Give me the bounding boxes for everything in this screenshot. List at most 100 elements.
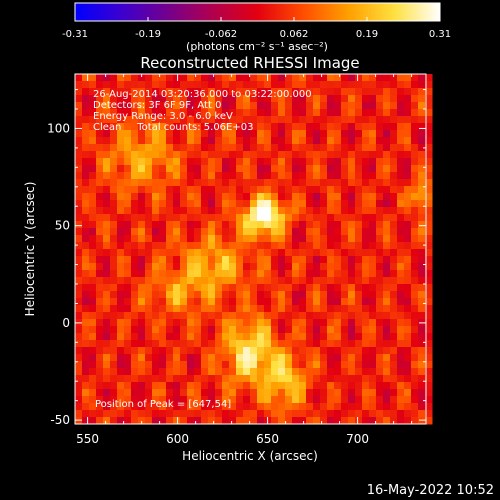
heatmap-cell xyxy=(208,74,216,82)
heatmap-cell xyxy=(257,249,265,257)
heatmap-cell xyxy=(124,249,132,257)
heatmap-cell xyxy=(145,151,153,159)
heatmap-cell xyxy=(306,312,314,320)
heatmap-cell xyxy=(271,172,279,180)
heatmap-cell xyxy=(229,375,237,383)
heatmap-cell xyxy=(376,235,384,243)
heatmap-cell xyxy=(397,116,405,124)
heatmap-cell xyxy=(320,417,328,425)
heatmap-cell xyxy=(341,368,349,376)
heatmap-cell xyxy=(285,277,293,285)
heatmap-cell xyxy=(173,123,181,131)
heatmap-cell xyxy=(89,417,97,425)
heatmap-cell xyxy=(348,221,356,229)
heatmap-cell xyxy=(96,347,104,355)
heatmap-cell xyxy=(208,158,216,166)
heatmap-cell xyxy=(348,242,356,250)
heatmap-cell xyxy=(201,242,209,250)
heatmap-cell xyxy=(89,81,97,89)
heatmap-cell xyxy=(159,326,167,334)
heatmap-cell xyxy=(383,347,391,355)
heatmap-cell xyxy=(145,207,153,215)
heatmap-cell xyxy=(166,396,174,404)
heatmap-cell xyxy=(390,123,398,131)
heatmap-cell xyxy=(131,172,139,180)
heatmap-cell xyxy=(327,74,335,82)
heatmap-cell xyxy=(117,144,125,152)
heatmap-cell xyxy=(152,144,160,152)
heatmap-cell xyxy=(397,109,405,117)
heatmap-cell xyxy=(194,270,202,278)
heatmap-cell xyxy=(124,319,132,327)
heatmap-cell xyxy=(411,235,419,243)
heatmap-cell xyxy=(257,151,265,159)
heatmap-cell xyxy=(201,326,209,334)
heatmap-cell xyxy=(285,361,293,369)
heatmap-cell xyxy=(131,102,139,110)
heatmap-cell xyxy=(418,179,426,187)
heatmap-cell xyxy=(103,88,111,96)
heatmap-cell xyxy=(418,186,426,194)
heatmap-cell xyxy=(166,116,174,124)
heatmap-cell xyxy=(285,249,293,257)
heatmap-cell xyxy=(103,319,111,327)
heatmap-cell xyxy=(383,116,391,124)
heatmap-cell xyxy=(208,81,216,89)
heatmap-cell xyxy=(166,151,174,159)
heatmap-cell xyxy=(299,284,307,292)
heatmap-cell xyxy=(404,130,412,138)
heatmap-cell xyxy=(117,284,125,292)
heatmap-cell xyxy=(145,291,153,299)
heatmap-cell xyxy=(306,221,314,229)
heatmap-cell xyxy=(201,347,209,355)
heatmap-cell xyxy=(313,81,321,89)
heatmap-cell xyxy=(208,172,216,180)
heatmap-cell xyxy=(243,242,251,250)
heatmap-cell xyxy=(75,410,83,418)
heatmap-cell xyxy=(397,81,405,89)
heatmap-cell xyxy=(138,165,146,173)
heatmap-cell xyxy=(334,144,342,152)
heatmap-cell xyxy=(180,403,188,411)
heatmap-cell xyxy=(89,277,97,285)
heatmap-cell xyxy=(215,81,223,89)
heatmap-cell xyxy=(152,382,160,390)
heatmap-cell xyxy=(103,214,111,222)
heatmap-cell xyxy=(299,354,307,362)
heatmap-cell xyxy=(299,326,307,334)
heatmap-cell xyxy=(404,158,412,166)
heatmap-cell xyxy=(117,74,125,82)
heatmap-cell xyxy=(215,298,223,306)
heatmap-cell xyxy=(222,354,230,362)
heatmap-cell xyxy=(117,158,125,166)
heatmap-cell xyxy=(138,333,146,341)
heatmap-cell xyxy=(257,382,265,390)
heatmap-cell xyxy=(222,410,230,418)
heatmap-cell xyxy=(159,347,167,355)
heatmap-cell xyxy=(278,130,286,138)
heatmap-cell xyxy=(334,179,342,187)
heatmap-cell xyxy=(82,403,90,411)
heatmap-cell xyxy=(187,389,195,397)
heatmap-cell xyxy=(236,95,244,103)
heatmap-cell xyxy=(418,375,426,383)
heatmap-cell xyxy=(250,410,258,418)
heatmap-cell xyxy=(383,375,391,383)
heatmap-cell xyxy=(103,347,111,355)
heatmap-cell xyxy=(173,256,181,264)
heatmap-cell xyxy=(110,81,118,89)
heatmap-cell xyxy=(222,270,230,278)
heatmap-cell xyxy=(145,403,153,411)
heatmap-cell xyxy=(383,130,391,138)
heatmap-cell xyxy=(187,109,195,117)
heatmap-cell xyxy=(418,221,426,229)
heatmap-cell xyxy=(411,354,419,362)
heatmap-cell xyxy=(383,312,391,320)
heatmap-cell xyxy=(306,193,314,201)
heatmap-cell xyxy=(96,382,104,390)
heatmap-cell xyxy=(229,179,237,187)
heatmap-cell xyxy=(124,277,132,285)
heatmap-cell xyxy=(229,284,237,292)
heatmap-cell xyxy=(110,298,118,306)
heatmap-cell xyxy=(397,179,405,187)
